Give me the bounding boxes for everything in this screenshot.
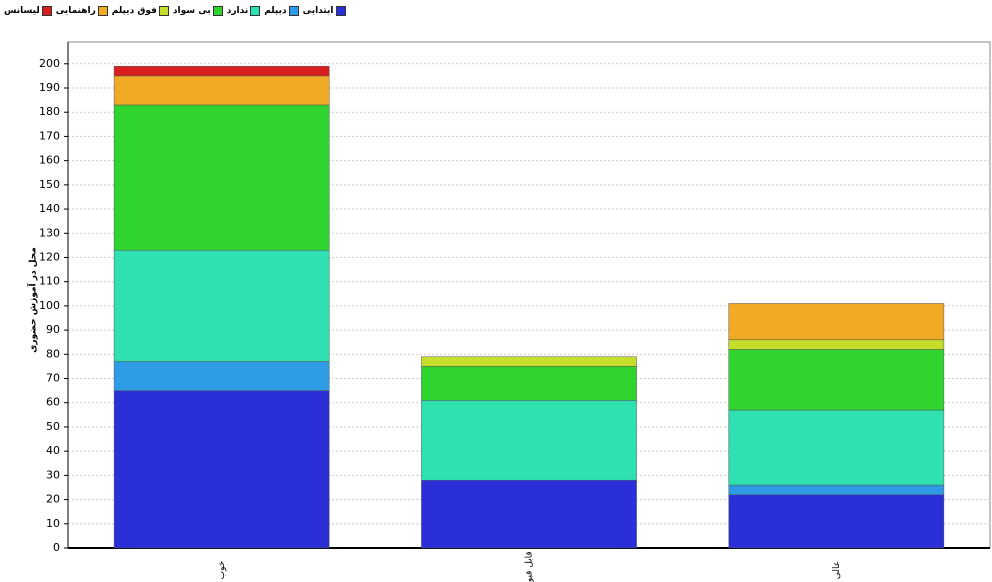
legend-item: فوق دیپلم (112, 6, 169, 16)
legend-item: ندارد (226, 6, 261, 16)
bar-segment (728, 484, 945, 495)
y-tick-label: 160 (39, 154, 60, 167)
legend-item: دیپلم (264, 6, 299, 16)
legend-swatch (288, 6, 299, 16)
x-tick-label: عالی (832, 561, 842, 579)
legend-item: لیسانس (4, 6, 52, 16)
legend-swatch (41, 6, 52, 16)
legend-swatch (97, 6, 108, 16)
bar-segment (728, 494, 945, 549)
legend-item: بی سواد (173, 6, 223, 16)
y-tick-label: 100 (39, 299, 60, 312)
bar-segment (421, 479, 637, 549)
legend-label: بی سواد (172, 6, 211, 16)
bar-segment (113, 249, 330, 362)
bar-segment (113, 104, 330, 251)
legend-swatch (250, 6, 261, 16)
y-tick-label: 140 (39, 202, 60, 215)
legend-label: راهنمایی (55, 6, 96, 16)
y-tick-label: 130 (39, 226, 60, 239)
legend-label: لیسانس (4, 6, 40, 16)
x-tick-label: قابل قبول (525, 551, 535, 582)
legend-label: فوق دیپلم (111, 6, 157, 16)
y-tick-label: 30 (46, 468, 60, 481)
y-tick-label: 90 (46, 323, 60, 336)
y-tick-label: 70 (46, 372, 60, 385)
y-tick-label: 150 (39, 178, 60, 191)
y-tick-label: 20 (46, 493, 60, 506)
bar-segment (113, 390, 330, 549)
y-tick-label: 180 (39, 105, 60, 118)
legend-label: ندارد (226, 6, 249, 16)
legend-swatch (335, 6, 346, 16)
y-axis-title: محل در آموزش حضوری (27, 247, 39, 353)
y-tick-label: 170 (39, 129, 60, 142)
bar-segment (728, 409, 945, 486)
y-tick-label: 10 (46, 517, 60, 530)
bar-segment (113, 65, 330, 77)
y-tick-label: 40 (46, 444, 60, 457)
legend: ابتدایی دیپلم ندارد بی سواد فوق دیپلم راهنمای… (4, 6, 350, 16)
bar-segment (728, 349, 945, 411)
legend-item: راهنمایی (56, 6, 108, 16)
bar-segment (421, 400, 637, 481)
bar-segment (421, 356, 637, 367)
y-tick-label: 120 (39, 250, 60, 263)
bar-segment (421, 366, 637, 401)
legend-label: دیپلم (264, 6, 287, 16)
y-tick-label: 0 (53, 541, 60, 554)
x-tick-label: خوب (217, 561, 227, 580)
y-tick-label: 80 (46, 347, 60, 360)
legend-label: ابتدایی (302, 6, 334, 16)
y-tick-label: 110 (39, 275, 60, 288)
bar-segment (113, 75, 330, 106)
legend-item: ابتدایی (303, 6, 346, 16)
legend-swatch (158, 6, 169, 16)
legend-swatch (212, 6, 223, 16)
y-tick-label: 60 (46, 396, 60, 409)
bar-segment (113, 361, 330, 391)
y-tick-label: 190 (39, 81, 60, 94)
bar-segment (728, 303, 945, 341)
y-tick-label: 200 (39, 57, 60, 70)
y-tick-label: 50 (46, 420, 60, 433)
bar-segment (728, 339, 945, 350)
